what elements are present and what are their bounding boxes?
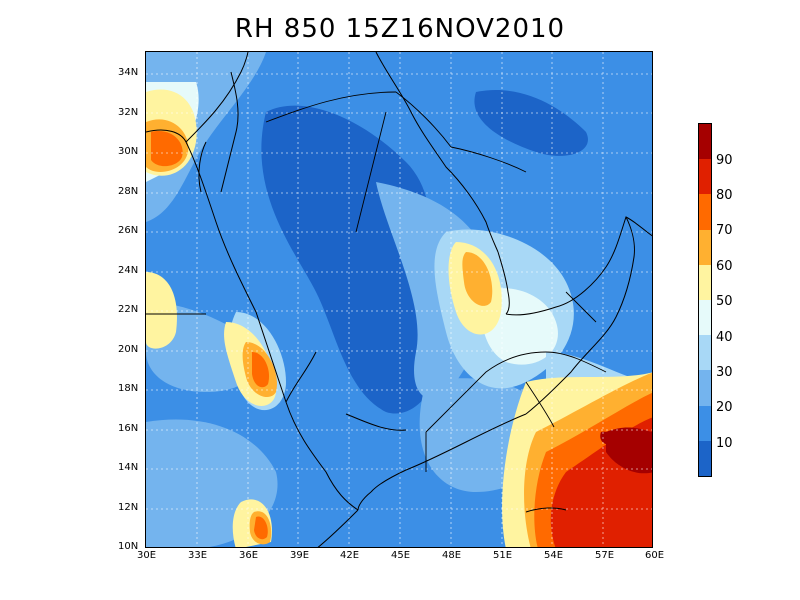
colorbar-segment bbox=[699, 194, 711, 230]
dark-red-1 bbox=[606, 427, 652, 474]
orange-qatar bbox=[462, 252, 493, 306]
lat-label: 28N bbox=[118, 186, 139, 197]
map-panel bbox=[145, 51, 653, 548]
lon-label: 60E bbox=[645, 550, 665, 561]
lon-label: 39E bbox=[290, 550, 310, 561]
lat-label: 32N bbox=[118, 107, 139, 118]
map-title: RH 850 15Z16NOV2010 bbox=[234, 14, 566, 44]
colorbar-label: 40 bbox=[716, 330, 733, 345]
lon-label: 48E bbox=[442, 550, 462, 561]
colorbar-segment bbox=[699, 405, 711, 441]
borders bbox=[265, 91, 607, 472]
colorbar-segment bbox=[699, 300, 711, 336]
colorbar-segment bbox=[699, 335, 711, 371]
lat-label: 14N bbox=[118, 462, 139, 473]
colorbar-label: 10 bbox=[716, 436, 733, 451]
red-orange-ethiopia bbox=[254, 516, 268, 540]
contour-map bbox=[146, 52, 652, 547]
lon-label: 33E bbox=[188, 550, 208, 561]
lat-label: 20N bbox=[118, 344, 139, 355]
colorbar-label: 70 bbox=[716, 223, 733, 238]
lon-label: 36E bbox=[239, 550, 259, 561]
lon-label: 45E bbox=[391, 550, 411, 561]
lat-label: 26N bbox=[118, 225, 139, 236]
red-orange-redsea bbox=[252, 352, 270, 388]
colorbar-segment bbox=[699, 440, 711, 477]
colorbar-label: 50 bbox=[716, 294, 733, 309]
colorbar bbox=[698, 123, 712, 477]
coastlines bbox=[146, 52, 652, 547]
lat-label: 16N bbox=[118, 423, 139, 434]
dark-red-2 bbox=[600, 431, 613, 445]
colorbar-label: 80 bbox=[716, 188, 733, 203]
colorbar-label: 60 bbox=[716, 259, 733, 274]
colorbar-label: 30 bbox=[716, 365, 733, 380]
lon-label: 51E bbox=[493, 550, 513, 561]
colorbar-segment bbox=[699, 124, 711, 160]
lat-label: 10N bbox=[118, 541, 139, 552]
lat-label: 34N bbox=[118, 67, 139, 78]
lat-label: 22N bbox=[118, 304, 139, 315]
yellow-egypt bbox=[146, 272, 177, 349]
colorbar-segment bbox=[699, 264, 711, 301]
colorbar-label: 20 bbox=[716, 400, 733, 415]
lat-label: 12N bbox=[118, 502, 139, 513]
lat-label: 24N bbox=[118, 265, 139, 276]
lat-label: 30N bbox=[118, 146, 139, 157]
colorbar-segment bbox=[699, 159, 711, 195]
lon-label: 30E bbox=[137, 550, 157, 561]
lon-label: 54E bbox=[544, 550, 564, 561]
red-orange-sinai bbox=[151, 131, 183, 167]
colorbar-segment bbox=[699, 370, 711, 406]
colorbar-label: 90 bbox=[716, 153, 733, 168]
lon-label: 42E bbox=[340, 550, 360, 561]
dry-core-iran bbox=[474, 90, 588, 156]
lat-label: 18N bbox=[118, 383, 139, 394]
lon-label: 57E bbox=[595, 550, 615, 561]
colorbar-segment bbox=[699, 229, 711, 265]
dry-core-central bbox=[261, 105, 438, 414]
